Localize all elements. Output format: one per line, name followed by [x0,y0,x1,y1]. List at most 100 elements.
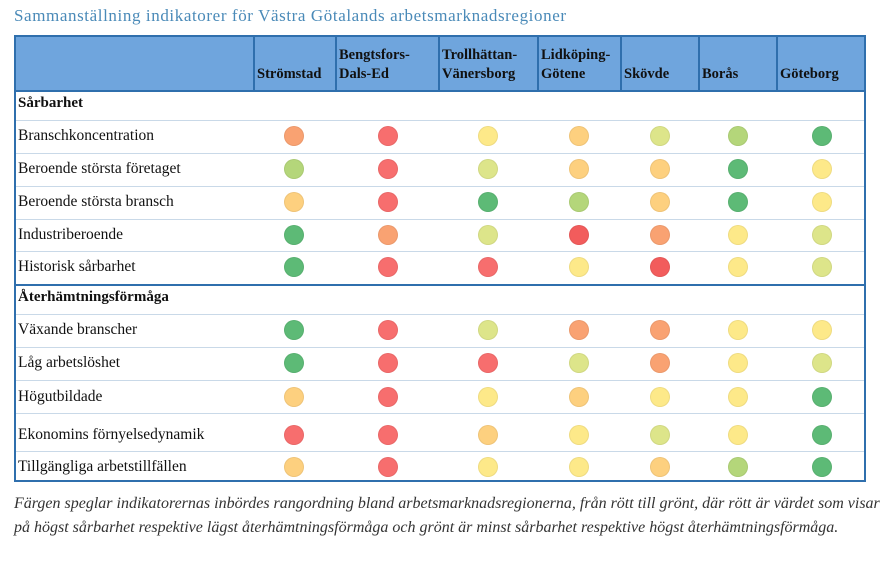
rating-dot [378,192,398,212]
header-column-separator [253,37,255,90]
rating-dot [378,126,398,146]
rating-dot [728,320,748,340]
rating-dot [569,257,589,277]
row-label: Historisk sårbarhet [18,258,136,275]
rating-dot [650,126,670,146]
rating-dot [569,320,589,340]
row-label: Beroende största företaget [18,160,181,177]
column-header-line1: Bengtsfors- [339,47,410,63]
rating-dot [650,425,670,445]
row-divider [16,251,864,252]
table-caption: Färgen speglar indikatorernas inbördes r… [14,495,880,536]
rating-dot [478,387,498,407]
rating-dot [478,257,498,277]
rating-dot [812,159,832,179]
rating-dot [478,126,498,146]
column-header-4: Lidköping- Götene [541,37,610,90]
rating-dot [812,457,832,477]
rating-dot [569,387,589,407]
row-divider [16,451,864,452]
column-header-2: Bengtsfors- Dals-Ed [339,37,410,90]
rating-dot [650,387,670,407]
rating-dot [284,320,304,340]
row-divider [16,186,864,187]
header-column-separator [698,37,700,90]
rating-dot [569,353,589,373]
column-header-line1: Göteborg [780,66,839,82]
row-divider [16,314,864,315]
column-header-6: Borås [702,37,738,90]
rating-dot [728,425,748,445]
rating-dot [650,159,670,179]
column-header-line1: Lidköping- [541,47,611,63]
rating-dot [650,353,670,373]
column-header-5: Skövde [624,37,669,90]
row-label: Låg arbetslöshet [18,354,121,371]
rating-dot [728,457,748,477]
rating-dot [378,425,398,445]
row-divider [16,120,864,121]
row-divider [16,347,864,348]
rating-dot [812,425,832,445]
column-header-line2: Götene [541,66,586,82]
section-heading: Sårbarhet [18,95,83,111]
rating-dot [478,225,498,245]
rating-dot [650,257,670,277]
rating-dot [378,457,398,477]
row-divider [16,380,864,381]
rating-dot [569,425,589,445]
rating-dot [378,159,398,179]
section-divider [16,284,864,286]
header-column-separator [776,37,778,90]
header-column-separator [537,37,539,90]
column-header-line2: Vänersborg [442,66,516,82]
row-label: Högutbildade [18,388,103,405]
rating-dot [728,387,748,407]
rating-dot [728,192,748,212]
header-column-separator [620,37,622,90]
rating-dot [284,126,304,146]
rating-dot [478,425,498,445]
row-divider [16,413,864,414]
rating-dot [812,353,832,373]
rating-dot [284,387,304,407]
rating-dot [478,159,498,179]
rating-dot [378,353,398,373]
column-header-line1: Skövde [624,66,670,82]
rating-dot [728,126,748,146]
rating-dot [284,192,304,212]
rating-dot [378,387,398,407]
header-divider [16,90,864,92]
rating-dot [812,387,832,407]
rating-dot [728,257,748,277]
section-heading: Återhämtningsförmåga [18,289,169,305]
rating-dot [812,192,832,212]
rating-dot [284,425,304,445]
rating-dot [812,257,832,277]
rating-dot [728,159,748,179]
rating-dot [569,159,589,179]
rating-dot [284,257,304,277]
header-column-separator [438,37,440,90]
rating-dot [284,457,304,477]
row-label: Tillgängliga arbetstillfällen [18,458,187,475]
row-label: Beroende största bransch [18,193,174,210]
rating-dot [378,225,398,245]
row-label: Branschkoncentration [18,127,155,144]
rating-dot [478,353,498,373]
table-header [16,37,864,90]
header-column-separator [335,37,337,90]
rating-dot [650,457,670,477]
table-title: Sammanställning indikatorer för Västra G… [14,6,567,25]
column-header-line1: Strömstad [257,66,322,82]
rating-dot [812,126,832,146]
rating-dot [478,320,498,340]
row-divider [16,153,864,154]
column-header-line2: Dals-Ed [339,66,389,82]
rating-dot [569,192,589,212]
rating-dot [284,353,304,373]
rating-dot [812,225,832,245]
rating-dot [378,257,398,277]
column-header-1: Strömstad [257,37,321,90]
rating-dot [650,320,670,340]
